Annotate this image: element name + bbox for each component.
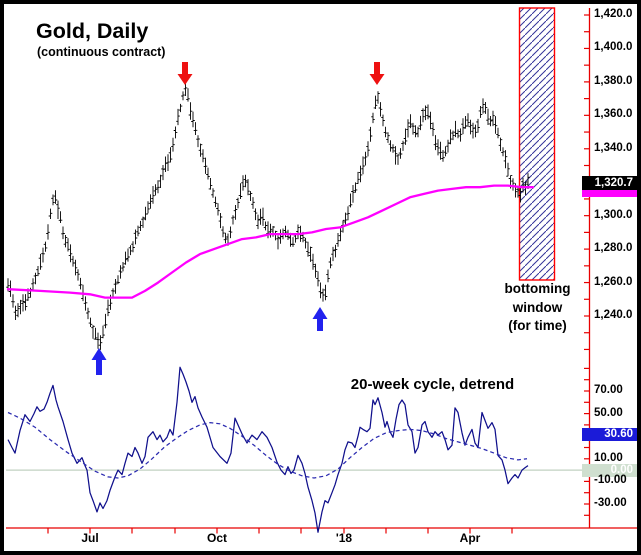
moving-average-line	[6, 184, 535, 299]
last-price-marker: 1,320.7	[582, 176, 638, 190]
price-axis-label: 1,340.0	[594, 141, 633, 154]
zero-level-marker: 0.00	[582, 464, 638, 477]
price-axis-label: 1,420.0	[594, 8, 633, 20]
price-axis-label: 1,280.0	[594, 242, 633, 255]
oscillator-value-marker: 30.60	[582, 428, 638, 441]
bottoming-window-line3: (for time)	[508, 318, 567, 333]
price-axis-label: 1,380.0	[594, 74, 633, 87]
cycle-dashed-line	[7, 411, 528, 479]
bottoming-window-line2: window	[512, 299, 563, 315]
bottoming-window-label: bottoming window (for time)	[481, 280, 594, 336]
time-axis-label: Oct	[206, 531, 228, 545]
chart-subtitle: (continuous contract)	[37, 45, 166, 59]
osc-axis-label: -30.00	[594, 497, 627, 509]
red-down-arrow	[177, 62, 193, 85]
blue-up-arrow	[312, 307, 328, 331]
ma-value-marker	[582, 190, 638, 197]
red-down-arrow	[369, 62, 385, 85]
price-axis-label: 1,240.0	[594, 309, 633, 321]
price-bars	[6, 83, 530, 350]
bottoming-window-line1: bottoming	[504, 281, 571, 296]
price-axis-label: 1,360.0	[594, 108, 633, 121]
page-title: Gold, Daily	[36, 19, 149, 43]
osc-axis-label: 50.00	[594, 406, 623, 419]
price-axis-label: 1,400.0	[594, 41, 633, 54]
osc-axis-label: -10.00	[594, 474, 627, 487]
price-axis-label: 1,300.0	[594, 208, 633, 221]
time-axis-label: Jul	[81, 531, 99, 545]
price-axis-label: 1,260.0	[594, 275, 633, 288]
detrend-line	[7, 366, 529, 533]
osc-axis-label: 70.00	[594, 384, 623, 396]
panel2-title: 20-week cycle, detrend	[350, 376, 515, 393]
time-axis-label: Apr	[459, 531, 481, 545]
bottoming-window-box	[518, 7, 556, 281]
blue-up-arrow	[91, 348, 107, 375]
osc-axis-label: 10.00	[594, 451, 623, 464]
time-axis-label: '18	[335, 531, 353, 545]
